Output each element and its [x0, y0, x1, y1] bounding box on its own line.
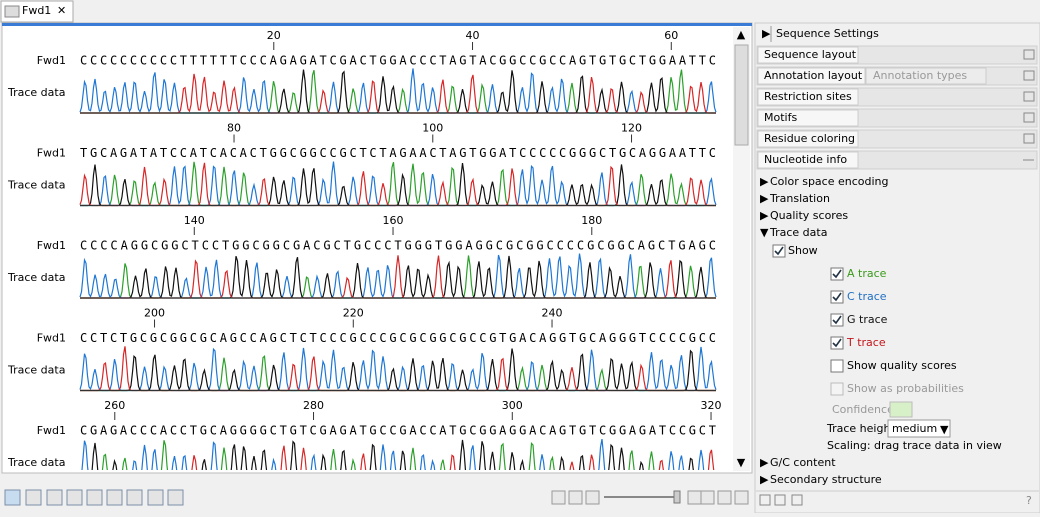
trace-option: G trace [847, 313, 888, 326]
panel-title: Sequence Settings [776, 27, 879, 40]
ruler-label: 240 [542, 307, 563, 320]
checkbox[interactable] [831, 268, 843, 280]
zoom-button[interactable] [735, 491, 748, 504]
trace-label: Trace data [7, 86, 65, 99]
expander[interactable]: ▶ [760, 473, 769, 486]
label: Show [788, 244, 818, 257]
scroll-thumb[interactable] [735, 45, 748, 145]
label: Confidence [832, 403, 894, 416]
ruler-label: 100 [422, 122, 443, 135]
expander[interactable]: ▶ [760, 175, 769, 188]
checkbox[interactable] [831, 314, 843, 326]
ruler-label: 40 [466, 29, 480, 42]
tool-button[interactable] [67, 490, 82, 505]
zoom-button[interactable] [718, 491, 731, 504]
checkbox[interactable] [831, 337, 843, 349]
label: Show as probabilities [847, 382, 964, 395]
section-label: Restriction sites [764, 90, 852, 103]
ruler-label: 180 [581, 214, 602, 227]
ruler-label: 160 [383, 214, 404, 227]
row-name: Fwd1 [37, 332, 66, 345]
ruler-label: 60 [664, 29, 678, 42]
expander[interactable]: ▼ [760, 226, 769, 239]
ruler-label: 200 [144, 307, 165, 320]
checkbox[interactable] [831, 383, 843, 395]
tool-button[interactable] [148, 490, 163, 505]
ruler-label: 80 [227, 122, 241, 135]
trace-option: C trace [847, 290, 887, 303]
tree-item: G/C content [770, 456, 836, 469]
trace-label: Trace data [7, 364, 65, 377]
ruler-label: 140 [184, 214, 205, 227]
tree-item: Secondary structure [770, 473, 882, 486]
tree-item: Quality scores [770, 209, 848, 222]
trace-label: Trace data [7, 456, 65, 469]
section-label: Nucleotide info [764, 153, 847, 166]
section-label: Residue coloring [764, 132, 855, 145]
zoom-button[interactable] [586, 491, 599, 504]
tree-item: Color space encoding [770, 175, 889, 188]
section-label: Motifs [764, 111, 797, 124]
dropdown-value: medium [892, 422, 937, 435]
zoom-button[interactable] [569, 491, 582, 504]
expander[interactable]: ▶ [760, 456, 769, 469]
help[interactable]: ? [1026, 494, 1032, 507]
row-name: Fwd1 [37, 239, 66, 252]
color-swatch[interactable] [890, 402, 912, 417]
sequence: CCCCAGGCGGCTCCTGGCGGCGACGCTGCCCTGGGTGGAG… [80, 239, 716, 253]
ruler-label: 120 [621, 122, 642, 135]
label: Trace height [826, 422, 895, 435]
checkbox[interactable] [773, 245, 785, 257]
expander[interactable]: ▶ [760, 192, 769, 205]
ruler-label: 300 [502, 399, 523, 412]
collapse-arrow[interactable]: ▶ [762, 27, 771, 40]
expander[interactable]: ▶ [760, 209, 769, 222]
section-label: Sequence layout [764, 48, 857, 61]
label: Scaling: drag trace data in view [827, 439, 1002, 452]
scroll-down[interactable]: ▼ [737, 456, 746, 469]
ruler-label: 260 [104, 399, 125, 412]
trace-option: T trace [846, 336, 886, 349]
label: Show quality scores [847, 359, 957, 372]
tab-close[interactable]: ✕ [57, 4, 66, 17]
ruler-label: 280 [303, 399, 324, 412]
focus-bar [2, 23, 752, 26]
scroll-up[interactable]: ▲ [737, 28, 746, 41]
trace-option: A trace [847, 267, 887, 280]
zoom-button[interactable] [688, 491, 701, 504]
tab-bar [0, 0, 1040, 22]
ruler-label: 320 [701, 399, 722, 412]
row-name: Fwd1 [37, 424, 66, 437]
dropdown-arrow: ▼ [940, 423, 949, 436]
checkbox[interactable] [831, 291, 843, 303]
zoom-button[interactable] [701, 491, 714, 504]
trace-label: Trace data [7, 271, 65, 284]
tool-button[interactable] [47, 490, 62, 505]
tool-button[interactable] [5, 490, 20, 505]
tool-button[interactable] [107, 490, 122, 505]
tree-item: Translation [769, 192, 830, 205]
tab-title: Fwd1 [22, 4, 51, 17]
zoom-handle[interactable] [674, 491, 680, 503]
section-label: Annotation types [873, 69, 967, 82]
tool-button[interactable] [87, 490, 102, 505]
trace-label: Trace data [7, 179, 65, 192]
section-label: Annotation layout [764, 69, 863, 82]
ruler-label: 220 [343, 307, 364, 320]
tool-button[interactable] [26, 490, 41, 505]
ruler-label: 20 [267, 29, 281, 42]
tool-button[interactable] [127, 490, 142, 505]
tool-button[interactable] [168, 490, 183, 505]
row-name: Fwd1 [37, 54, 66, 67]
tree-item: Trace data [769, 226, 827, 239]
checkbox[interactable] [831, 360, 843, 372]
zoom-button[interactable] [552, 491, 565, 504]
tab-icon [5, 6, 19, 17]
row-name: Fwd1 [37, 147, 66, 160]
